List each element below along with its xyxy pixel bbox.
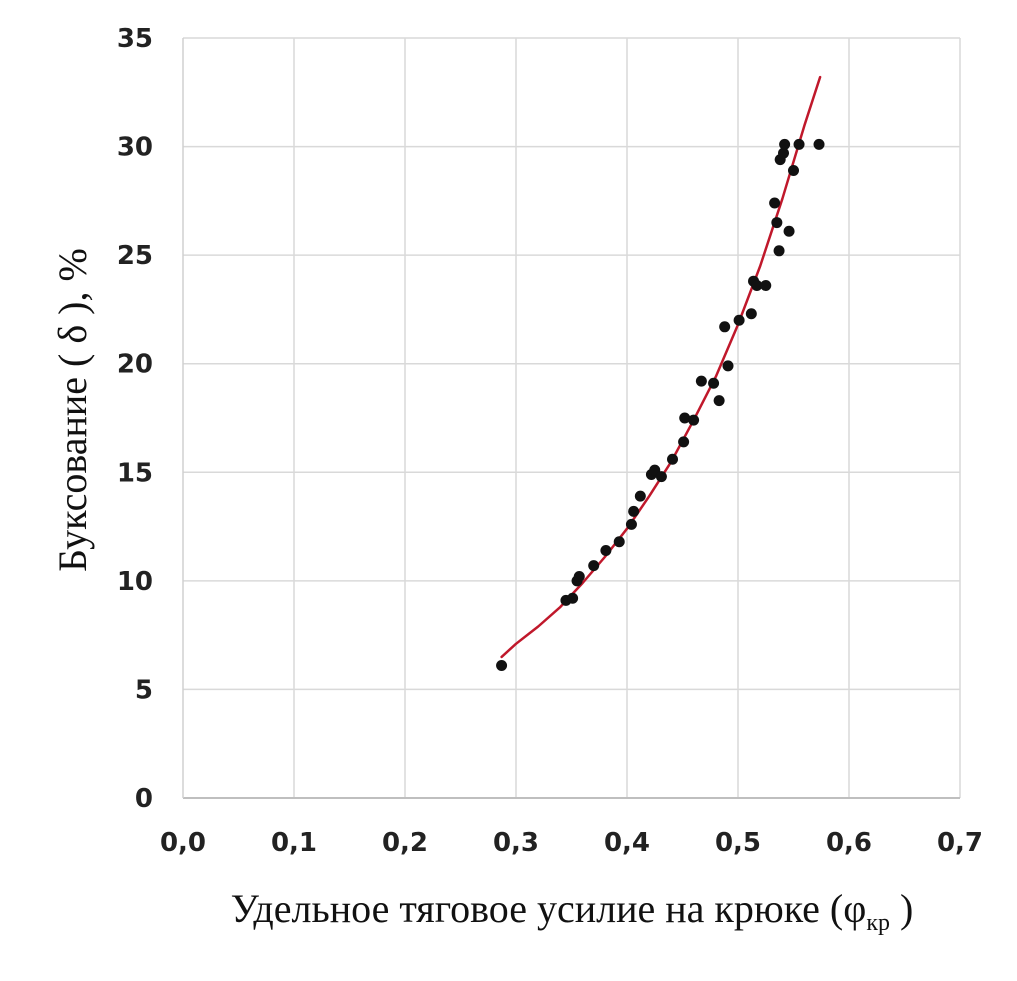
data-point: [588, 560, 600, 572]
data-point: [600, 544, 612, 556]
data-point: [628, 505, 640, 517]
axes: [182, 38, 960, 799]
data-point: [733, 314, 745, 326]
x-tick-label: 0,1: [271, 828, 317, 858]
data-point: [771, 217, 783, 229]
data-point: [778, 147, 790, 159]
data-point: [713, 395, 725, 407]
data-point: [613, 536, 625, 548]
fit-curve: [500, 75, 822, 659]
data-point: [496, 660, 508, 672]
y-tick-label: 20: [117, 350, 153, 380]
data-point: [634, 490, 646, 502]
data-point: [722, 360, 734, 372]
data-point: [769, 197, 781, 209]
data-point: [783, 225, 795, 237]
x-tick-label: 0,6: [826, 828, 872, 858]
y-tick-label: 15: [117, 458, 153, 488]
y-tick-label: 10: [117, 567, 153, 597]
data-point: [751, 280, 763, 292]
y-tick-label: 5: [135, 675, 153, 705]
x-tick-label: 0,2: [382, 828, 428, 858]
y-tick-label: 35: [117, 24, 153, 54]
data-point: [573, 571, 585, 583]
x-tick-label: 0,0: [160, 828, 206, 858]
y-tick-labels: 0 5 10 15 20 25 30 35: [117, 24, 153, 814]
x-tick-label: 0,5: [715, 828, 761, 858]
data-point: [708, 377, 720, 389]
data-point: [813, 138, 825, 150]
y-axis-title: Буксование ( δ ), %: [50, 248, 95, 572]
data-point: [760, 280, 772, 292]
data-point: [788, 164, 799, 176]
x-tick-label: 0,7: [937, 828, 983, 858]
fit-curve-layer: [500, 75, 822, 659]
data-point: [793, 138, 805, 150]
data-point: [625, 518, 637, 530]
x-tick-label: 0,3: [493, 828, 539, 858]
data-point: [667, 453, 679, 465]
y-tick-label: 25: [117, 241, 153, 271]
data-point: [567, 592, 579, 604]
data-point: [678, 436, 690, 448]
x-tick-label: 0,4: [604, 828, 650, 858]
x-axis-title: Удельное тяговое усилие на крюке (φкр ): [231, 886, 914, 936]
data-point: [779, 138, 791, 150]
data-point: [773, 245, 785, 257]
data-point: [719, 321, 731, 333]
data-point: [679, 412, 691, 424]
y-tick-label: 30: [117, 133, 153, 163]
grid: [183, 37, 961, 798]
data-point: [745, 308, 757, 320]
y-tick-label: 0: [135, 784, 153, 814]
data-point: [655, 471, 667, 483]
data-point: [688, 414, 700, 426]
data-points-layer: [496, 138, 825, 672]
x-tick-labels: 0,0 0,1 0,2 0,3 0,4 0,5 0,6 0,7: [160, 828, 983, 858]
data-point: [695, 375, 707, 387]
